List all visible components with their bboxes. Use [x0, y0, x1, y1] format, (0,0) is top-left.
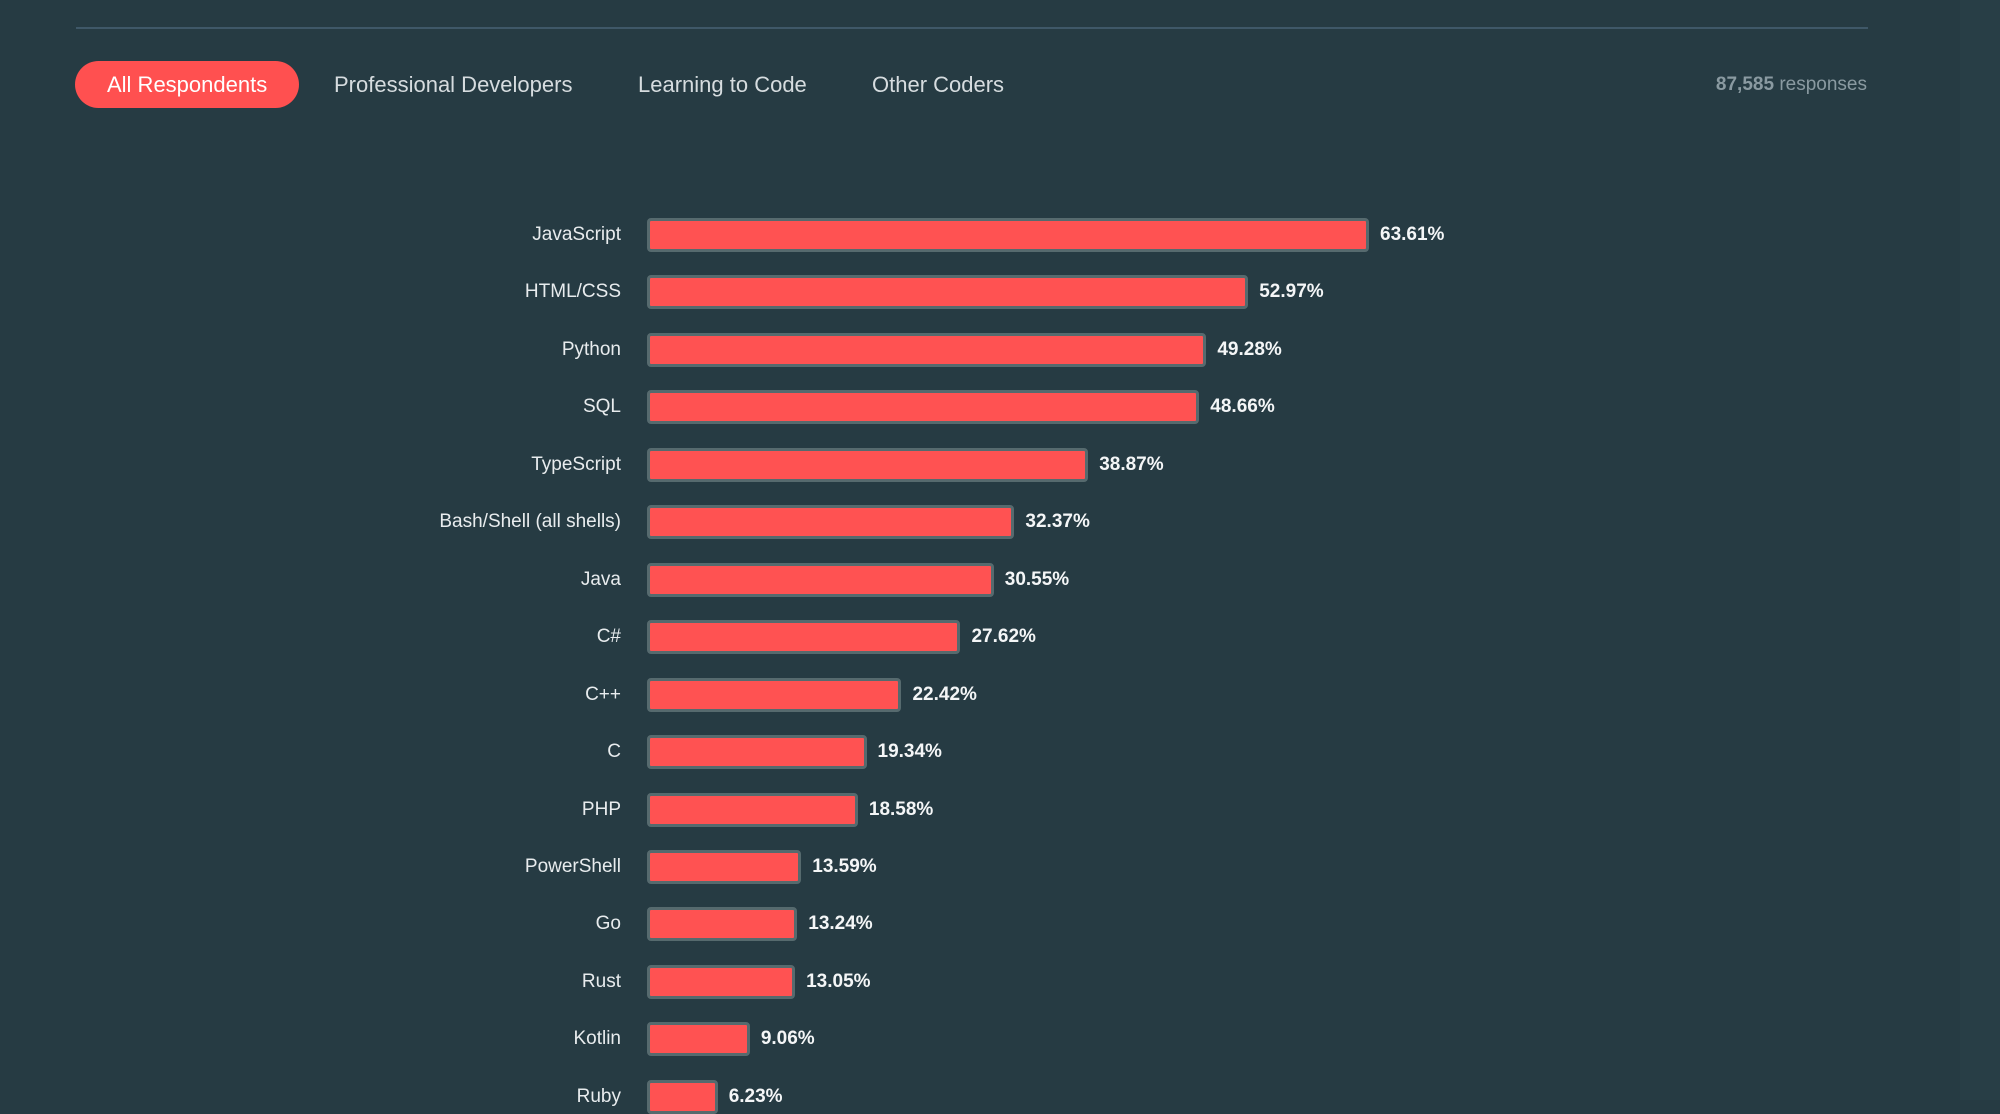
bar [647, 620, 961, 655]
value-label: 13.59% [812, 855, 877, 877]
bar [647, 562, 994, 597]
value-label: 27.62% [971, 626, 1036, 648]
bar [647, 505, 1015, 540]
tab-other-coders[interactable]: Other Coders [872, 72, 1005, 97]
tab-learning-to-code[interactable]: Learning to Code [638, 72, 807, 97]
category-label: Go [595, 913, 621, 935]
value-label: 6.23% [728, 1085, 783, 1107]
value-label: 13.24% [808, 913, 873, 935]
value-label: 19.34% [877, 741, 942, 763]
bar [647, 849, 802, 884]
category-label: C# [596, 626, 621, 648]
category-label: Java [580, 568, 621, 590]
category-label: Python [561, 338, 621, 360]
category-label: Bash/Shell (all shells) [439, 511, 621, 533]
bar [647, 964, 796, 999]
category-label: SQL [582, 396, 621, 418]
tab-professional-developers[interactable]: Professional Developers [334, 72, 573, 97]
category-label: PowerShell [524, 855, 621, 877]
value-label: 18.58% [868, 798, 934, 820]
category-label: JavaScript [532, 224, 621, 245]
responses-number: 87,585 [1715, 74, 1775, 95]
category-label: HTML/CSS [524, 281, 621, 303]
responses-count: 87,585 responses [1716, 74, 1867, 96]
bar [647, 218, 1369, 252]
tab-all-respondents[interactable]: All Respondents [75, 61, 300, 108]
category-label: Kotlin [573, 1028, 621, 1050]
value-label: 32.37% [1025, 511, 1090, 533]
value-label: 38.87% [1099, 453, 1164, 475]
responses-suffix: responses [1779, 74, 1867, 95]
value-label: 13.05% [806, 970, 871, 992]
bar [647, 677, 902, 712]
bar [647, 735, 867, 770]
section-divider [76, 27, 1868, 29]
category-label: Rust [581, 970, 621, 992]
category-label: C++ [585, 683, 621, 705]
bar [647, 275, 1249, 310]
bar [647, 1079, 718, 1114]
category-label: PHP [581, 798, 621, 820]
value-label: 9.06% [760, 1028, 815, 1050]
bar [647, 907, 798, 942]
category-label: C [607, 741, 621, 763]
scroll-gutter [1960, 0, 2000, 1100]
value-label: 49.28% [1217, 338, 1282, 360]
category-label: Ruby [576, 1085, 621, 1107]
bar [647, 1022, 750, 1057]
value-label: 63.61% [1380, 224, 1445, 245]
bar [647, 447, 1089, 482]
bar [647, 332, 1207, 367]
value-label: 22.42% [912, 683, 977, 705]
category-label: TypeScript [531, 453, 621, 475]
value-label: 52.97% [1259, 281, 1324, 303]
value-label: 30.55% [1004, 568, 1070, 590]
bar [647, 390, 1200, 425]
bar [647, 792, 858, 827]
value-label: 48.66% [1210, 396, 1275, 418]
